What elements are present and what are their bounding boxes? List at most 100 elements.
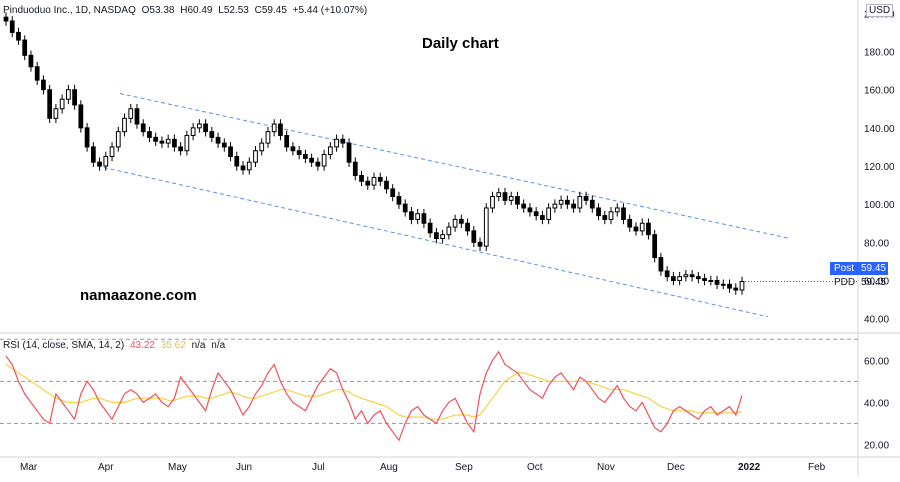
candle-body	[190, 127, 196, 136]
time-tick-label: Mar	[20, 462, 38, 473]
candle-body	[315, 161, 321, 167]
candle	[165, 134, 171, 148]
candle	[608, 207, 614, 225]
candle	[128, 103, 134, 124]
candle-body	[228, 146, 233, 157]
time-tick-label: Nov	[597, 462, 615, 473]
candle	[658, 252, 664, 276]
candle-body	[246, 161, 252, 171]
candle	[614, 203, 620, 217]
price-tick-label: 40.00	[864, 315, 889, 326]
candle	[502, 187, 508, 206]
rsi-legend: RSI (14, close, SMA, 14, 2) 43.22 35.62 …	[3, 340, 228, 351]
candle	[508, 191, 514, 206]
candle	[3, 12, 9, 26]
currency-button[interactable]: USD	[866, 4, 894, 17]
candle-body	[571, 203, 576, 209]
candle	[9, 16, 15, 38]
candle	[458, 214, 464, 229]
candle-body	[359, 175, 364, 182]
rsi-tick-label: 40.00	[864, 398, 889, 409]
candle-body	[558, 199, 564, 205]
candle-body	[652, 234, 658, 259]
candle	[733, 283, 739, 295]
time-tick-label: Feb	[808, 462, 826, 473]
candle-body	[384, 180, 389, 190]
rsi-na-2: n/a	[211, 340, 226, 351]
candle	[589, 195, 595, 213]
candle	[209, 126, 215, 143]
candle	[352, 157, 358, 181]
candle-body	[340, 138, 346, 144]
candle	[652, 229, 658, 263]
candle	[377, 172, 383, 187]
candle	[396, 191, 402, 209]
candle	[259, 138, 265, 156]
upper-trendline	[119, 93, 791, 239]
candle	[16, 27, 21, 45]
candle-body	[533, 211, 539, 217]
candle-body	[90, 146, 96, 163]
candle	[683, 269, 689, 282]
candle-body	[502, 192, 508, 201]
candle	[140, 119, 146, 137]
candle-body	[614, 207, 620, 213]
candle	[496, 187, 502, 202]
candle-body	[28, 54, 34, 68]
candle	[527, 203, 533, 217]
candle-body	[41, 79, 46, 91]
candle	[72, 84, 77, 110]
high-value: H60.49	[180, 5, 213, 16]
candle	[315, 157, 321, 171]
candle-body	[695, 276, 701, 280]
candle	[265, 126, 271, 148]
candle	[221, 138, 227, 152]
candle	[59, 94, 65, 114]
candle	[714, 275, 720, 290]
candle-body	[589, 199, 595, 209]
rsi-ma-value: 35.62	[160, 340, 186, 351]
candle-body	[427, 222, 433, 234]
candle	[228, 142, 233, 162]
lower-trendline	[96, 165, 769, 318]
post-price-tag: Post 59.45	[830, 262, 888, 275]
candle	[203, 119, 208, 137]
candle	[415, 208, 421, 225]
candle-body	[184, 134, 190, 152]
candle-body	[134, 108, 140, 125]
close-value: C59.45	[254, 5, 287, 16]
candle	[84, 123, 90, 152]
candle-body	[596, 207, 601, 217]
candle-body	[352, 161, 358, 177]
candle	[66, 84, 71, 104]
candle-body	[646, 222, 651, 236]
candle	[246, 157, 252, 175]
candle	[515, 191, 520, 209]
candle-body	[78, 104, 84, 129]
candle	[271, 119, 277, 137]
candle	[627, 214, 633, 232]
candle-body	[671, 276, 676, 281]
candle-body	[122, 117, 127, 133]
candle	[340, 134, 346, 148]
candle-body	[409, 211, 414, 220]
candle-body	[221, 142, 227, 148]
candle	[621, 203, 626, 225]
candle-body	[253, 150, 258, 163]
candle-body	[284, 134, 290, 148]
candle-body	[327, 146, 333, 156]
candle-body	[296, 150, 302, 156]
candle	[47, 84, 53, 124]
candle	[159, 136, 165, 148]
candle-body	[22, 39, 28, 56]
candle-body	[639, 222, 645, 232]
candle-body	[172, 138, 177, 148]
candle	[172, 134, 177, 152]
candle-body	[677, 276, 682, 281]
candle-body	[103, 155, 109, 167]
candle-body	[97, 161, 102, 167]
candle-body	[84, 127, 90, 148]
price-tick-label: 120.00	[864, 162, 895, 173]
